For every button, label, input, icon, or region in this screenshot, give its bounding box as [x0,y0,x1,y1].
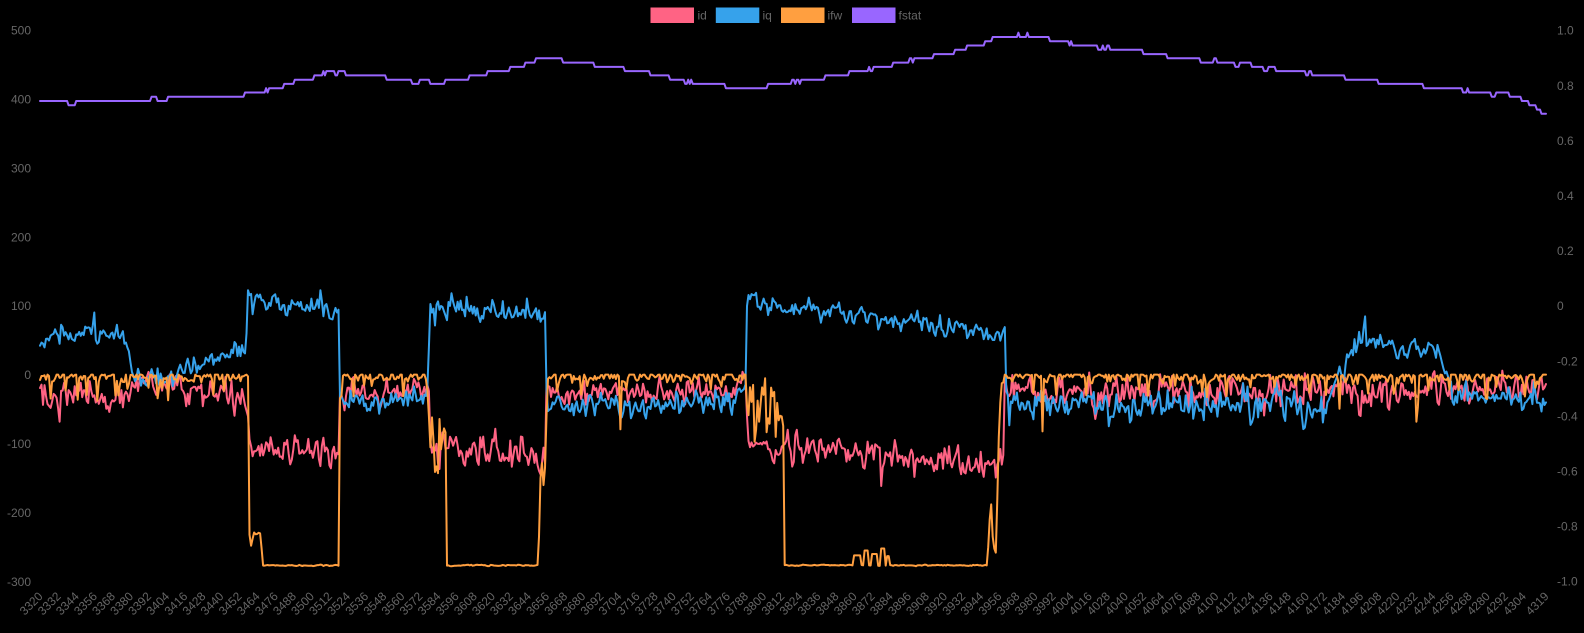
svg-text:0.2: 0.2 [1557,244,1574,258]
svg-text:500: 500 [11,24,31,38]
svg-text:0: 0 [1557,299,1564,313]
svg-text:-1.0: -1.0 [1557,575,1578,589]
svg-text:-0.8: -0.8 [1557,520,1578,534]
svg-text:-0.6: -0.6 [1557,465,1578,479]
svg-text:100: 100 [11,299,31,313]
svg-text:1.0: 1.0 [1557,24,1574,38]
svg-text:0: 0 [24,368,31,382]
svg-text:-300: -300 [7,575,31,589]
svg-text:300: 300 [11,162,31,176]
svg-text:0.6: 0.6 [1557,134,1574,148]
svg-text:-0.4: -0.4 [1557,409,1578,423]
svg-text:fstat: fstat [899,9,922,23]
svg-text:iq: iq [763,9,772,23]
svg-text:ifw: ifw [828,9,843,23]
svg-text:-0.2: -0.2 [1557,354,1578,368]
svg-text:-200: -200 [7,506,31,520]
svg-text:0.8: 0.8 [1557,79,1574,93]
svg-text:0.4: 0.4 [1557,189,1574,203]
svg-text:200: 200 [11,230,31,244]
svg-text:400: 400 [11,93,31,107]
svg-text:id: id [698,9,707,23]
svg-text:-100: -100 [7,437,31,451]
